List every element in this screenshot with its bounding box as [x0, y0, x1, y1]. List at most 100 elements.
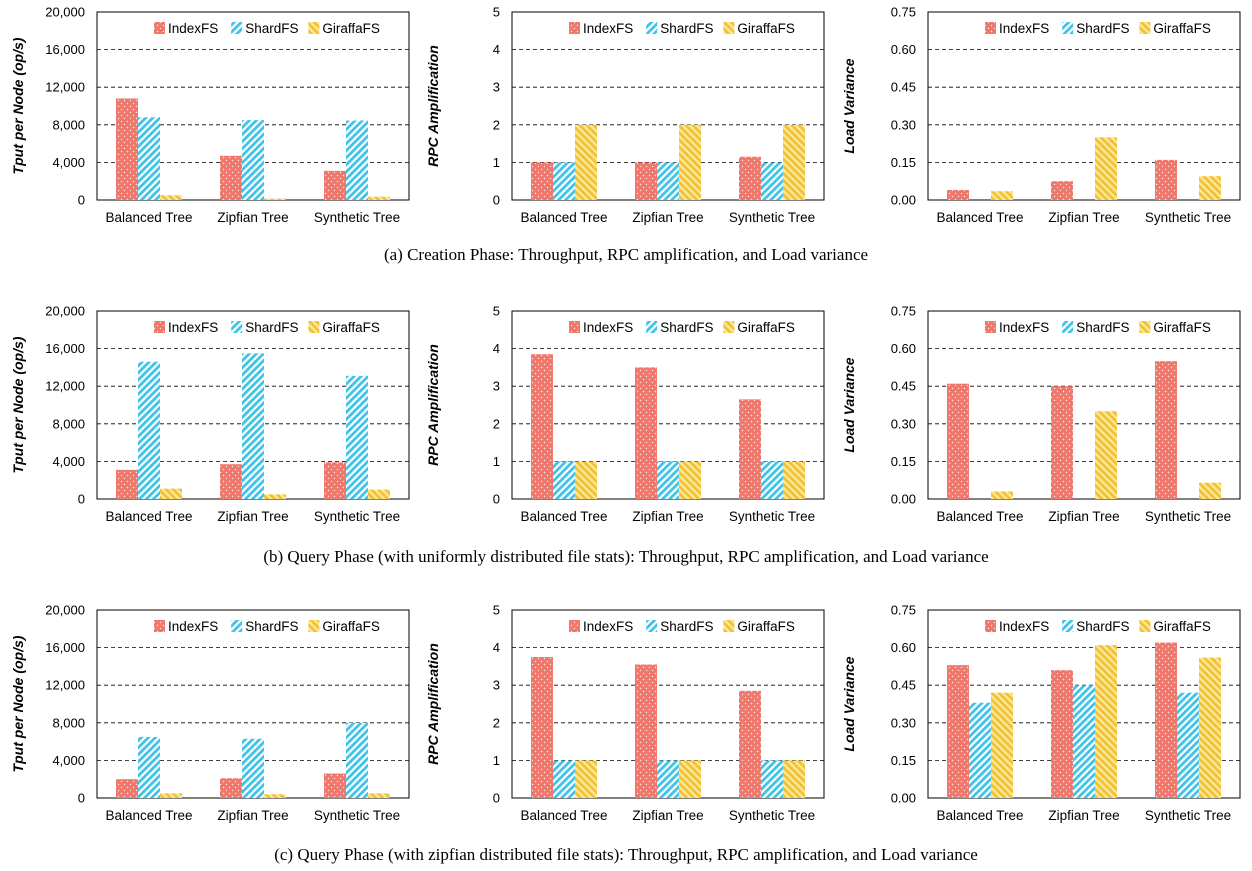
bar-giraffafs-balanced-tree [991, 692, 1013, 798]
legend-label-shardfs: ShardFS [660, 619, 713, 634]
bar-indexfs-synthetic-tree [324, 462, 346, 499]
bar-indexfs-synthetic-tree [324, 170, 346, 200]
bar-giraffafs-zipfian-tree [1095, 411, 1117, 499]
y-tick-label: 20,000 [45, 5, 85, 20]
y-tick-label: 5 [493, 5, 500, 20]
bar-shardfs-synthetic-tree [346, 375, 368, 499]
legend-swatch-shardfs [231, 620, 243, 632]
x-tick-label: Synthetic Tree [314, 509, 400, 524]
legend-swatch-indexfs [569, 321, 580, 333]
y-tick-label: 1 [493, 155, 500, 170]
legend-label-shardfs: ShardFS [1076, 21, 1129, 36]
y-axis-label: Tput per Node (op/s) [10, 336, 26, 473]
x-tick-label: Balanced Tree [520, 808, 607, 823]
x-tick-label: Balanced Tree [936, 808, 1023, 823]
chart-panel: 0 1 2 3 4 5 RPC Amplification Balanced Tree Zipf… [425, 603, 825, 823]
bar-indexfs-synthetic-tree [324, 773, 346, 798]
y-axis-label: RPC Amplification [425, 643, 441, 765]
bar-shardfs-balanced-tree [969, 702, 991, 798]
bar-giraffafs-synthetic-tree [368, 793, 390, 798]
x-tick-label: Zipfian Tree [632, 210, 703, 225]
legend-label-indexfs: IndexFS [999, 619, 1049, 634]
legend-label-shardfs: ShardFS [1076, 320, 1129, 335]
y-tick-label: 4,000 [52, 155, 85, 170]
chart-panel: 0.00 0.15 0.30 0.45 0.60 0.75 Load Variance Bal… [841, 603, 1241, 823]
bar-giraffafs-synthetic-tree [368, 196, 390, 200]
y-tick-label: 0.15 [891, 753, 916, 768]
legend-swatch-indexfs [154, 321, 165, 333]
legend-label-indexfs: IndexFS [583, 320, 633, 335]
bar-giraffafs-synthetic-tree [368, 489, 390, 499]
bar-indexfs-zipfian-tree [220, 464, 242, 499]
bar-indexfs-balanced-tree [531, 354, 553, 499]
legend-swatch-indexfs [569, 620, 580, 632]
caption-creation-phase: (a) Creation Phase: Throughput, RPC ampl… [383, 245, 869, 264]
x-tick-label: Zipfian Tree [1048, 210, 1119, 225]
y-axis-label: Load Variance [841, 656, 857, 751]
y-tick-label: 0.30 [891, 416, 916, 431]
bar-indexfs-balanced-tree [116, 779, 138, 798]
legend-swatch-indexfs [154, 620, 165, 632]
legend-swatch-giraffafs [1139, 22, 1151, 34]
legend-swatch-shardfs [646, 22, 658, 34]
x-tick-label: Zipfian Tree [1048, 509, 1119, 524]
bar-giraffafs-zipfian-tree [679, 461, 701, 499]
y-axis-label: RPC Amplification [425, 344, 441, 466]
y-tick-label: 8,000 [52, 416, 85, 431]
bar-shardfs-zipfian-tree [242, 120, 264, 200]
legend-label-giraffafs: GiraffaFS [737, 320, 795, 335]
x-tick-label: Balanced Tree [105, 210, 192, 225]
y-tick-label: 20,000 [45, 304, 85, 319]
y-tick-label: 4 [493, 42, 500, 57]
y-tick-label: 1 [493, 454, 500, 469]
bar-giraffafs-balanced-tree [160, 793, 182, 798]
y-tick-label: 0.00 [891, 791, 916, 806]
chart-panel: 0 1 2 3 4 5 RPC Amplification Balanced Tree Zipf… [425, 304, 825, 524]
chart-panel: 0.00 0.15 0.30 0.45 0.60 0.75 Load Variance Bal… [841, 304, 1241, 524]
bar-shardfs-balanced-tree [553, 461, 575, 499]
legend-swatch-indexfs [985, 620, 996, 632]
bar-indexfs-synthetic-tree [739, 156, 761, 200]
bar-indexfs-balanced-tree [116, 98, 138, 200]
y-axis-label: Tput per Node (op/s) [10, 635, 26, 772]
bar-indexfs-zipfian-tree [1051, 670, 1073, 798]
bar-shardfs-zipfian-tree [242, 353, 264, 499]
y-tick-label: 4,000 [52, 454, 85, 469]
y-tick-label: 0 [493, 791, 500, 806]
bar-shardfs-balanced-tree [138, 117, 160, 200]
x-tick-label: Zipfian Tree [217, 509, 288, 524]
y-tick-label: 16,000 [45, 640, 85, 655]
legend-swatch-shardfs [1062, 620, 1074, 632]
y-tick-label: 12,000 [45, 80, 85, 95]
y-tick-label: 0.75 [891, 304, 916, 319]
legend-swatch-shardfs [646, 321, 658, 333]
legend-label-shardfs: ShardFS [660, 320, 713, 335]
x-tick-label: Synthetic Tree [729, 808, 815, 823]
y-tick-label: 8,000 [52, 715, 85, 730]
legend-swatch-shardfs [231, 22, 243, 34]
x-tick-label: Zipfian Tree [217, 808, 288, 823]
y-tick-label: 0 [78, 791, 85, 806]
bar-shardfs-synthetic-tree [761, 162, 783, 200]
y-tick-label: 1 [493, 753, 500, 768]
bar-shardfs-balanced-tree [553, 162, 575, 200]
bar-indexfs-balanced-tree [947, 383, 969, 499]
y-tick-label: 8,000 [52, 117, 85, 132]
y-tick-label: 0 [78, 193, 85, 208]
bar-shardfs-balanced-tree [138, 361, 160, 499]
y-tick-label: 5 [493, 603, 500, 618]
bar-indexfs-synthetic-tree [1155, 159, 1177, 200]
x-tick-label: Synthetic Tree [314, 210, 400, 225]
y-tick-label: 0.60 [891, 341, 916, 356]
x-tick-label: Balanced Tree [520, 509, 607, 524]
x-tick-label: Balanced Tree [936, 509, 1023, 524]
bar-shardfs-synthetic-tree [761, 760, 783, 798]
x-tick-label: Synthetic Tree [314, 808, 400, 823]
bar-indexfs-zipfian-tree [1051, 181, 1073, 200]
bar-giraffafs-synthetic-tree [1199, 176, 1221, 200]
x-tick-label: Balanced Tree [105, 808, 192, 823]
bar-giraffafs-balanced-tree [991, 191, 1013, 200]
legend-label-shardfs: ShardFS [245, 21, 298, 36]
y-tick-label: 0.30 [891, 715, 916, 730]
y-tick-label: 2 [493, 715, 500, 730]
